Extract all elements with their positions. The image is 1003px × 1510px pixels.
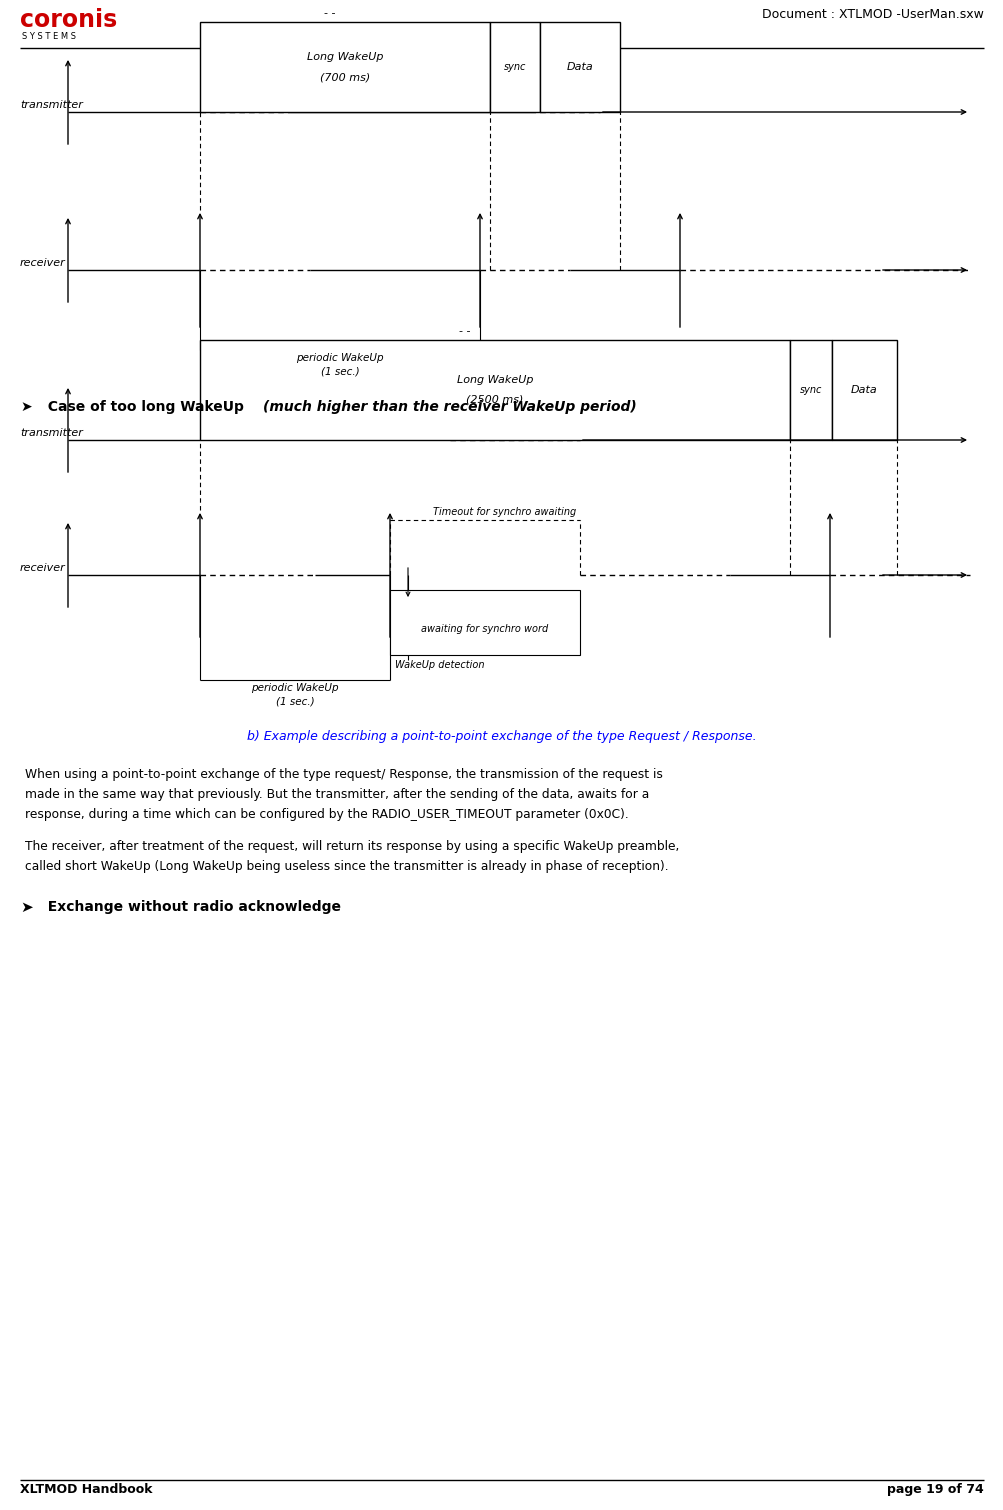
Bar	[489, 23, 540, 112]
Bar	[831, 340, 896, 439]
Bar	[540, 23, 620, 112]
Text: Data: Data	[566, 62, 593, 72]
Text: S Y S T E M S: S Y S T E M S	[22, 32, 76, 41]
Text: (700 ms): (700 ms)	[320, 72, 370, 82]
Text: - -: - -	[458, 326, 470, 337]
Text: The receiver, after treatment of the request, will return its response by using : The receiver, after treatment of the req…	[25, 840, 679, 853]
Text: (1 sec.): (1 sec.)	[276, 698, 314, 707]
Text: (1 sec.): (1 sec.)	[320, 367, 359, 378]
Text: b) Example describing a point-to-point exchange of the type Request / Response.: b) Example describing a point-to-point e…	[247, 729, 756, 743]
Text: coronis: coronis	[20, 8, 117, 32]
Text: Exchange without radio acknowledge: Exchange without radio acknowledge	[38, 900, 341, 914]
Bar	[389, 590, 580, 655]
Text: XLTMOD Handbook: XLTMOD Handbook	[20, 1483, 152, 1496]
Text: sync: sync	[799, 385, 821, 396]
Text: Long WakeUp: Long WakeUp	[307, 51, 383, 62]
Text: called short WakeUp (Long WakeUp being useless since the transmitter is already : called short WakeUp (Long WakeUp being u…	[25, 861, 668, 873]
Bar	[200, 340, 789, 439]
Text: response, during a time which can be configured by the RADIO_USER_TIMEOUT parame: response, during a time which can be con…	[25, 808, 628, 821]
Text: - -: - -	[324, 8, 335, 18]
Text: When using a point-to-point exchange of the type request/ Response, the transmis: When using a point-to-point exchange of …	[25, 769, 662, 781]
Text: (2500 ms): (2500 ms)	[465, 396, 524, 405]
Text: WakeUp detection: WakeUp detection	[394, 660, 484, 670]
Text: sync: sync	[504, 62, 526, 72]
Text: Document : XTLMOD -UserMan.sxw: Document : XTLMOD -UserMan.sxw	[761, 8, 983, 21]
Text: Case of too long WakeUp: Case of too long WakeUp	[38, 400, 249, 414]
Text: page 19 of 74: page 19 of 74	[887, 1483, 983, 1496]
Text: receiver: receiver	[20, 258, 65, 267]
Text: periodic WakeUp: periodic WakeUp	[296, 353, 383, 362]
Text: (much higher than the receiver WakeUp period): (much higher than the receiver WakeUp pe…	[263, 400, 636, 414]
Text: periodic WakeUp: periodic WakeUp	[251, 683, 338, 693]
Text: receiver: receiver	[20, 563, 65, 572]
Text: Data: Data	[851, 385, 877, 396]
Text: Long WakeUp: Long WakeUp	[456, 374, 533, 385]
Bar	[789, 340, 831, 439]
Text: ➤: ➤	[20, 900, 33, 915]
Text: made in the same way that previously. But the transmitter, after the sending of : made in the same way that previously. Bu…	[25, 788, 649, 800]
Text: ➤: ➤	[20, 400, 31, 414]
Text: transmitter: transmitter	[20, 427, 83, 438]
Bar	[200, 23, 489, 112]
Text: Timeout for synchro awaiting: Timeout for synchro awaiting	[433, 507, 576, 516]
Text: transmitter: transmitter	[20, 100, 83, 110]
Text: awaiting for synchro word: awaiting for synchro word	[421, 624, 548, 634]
